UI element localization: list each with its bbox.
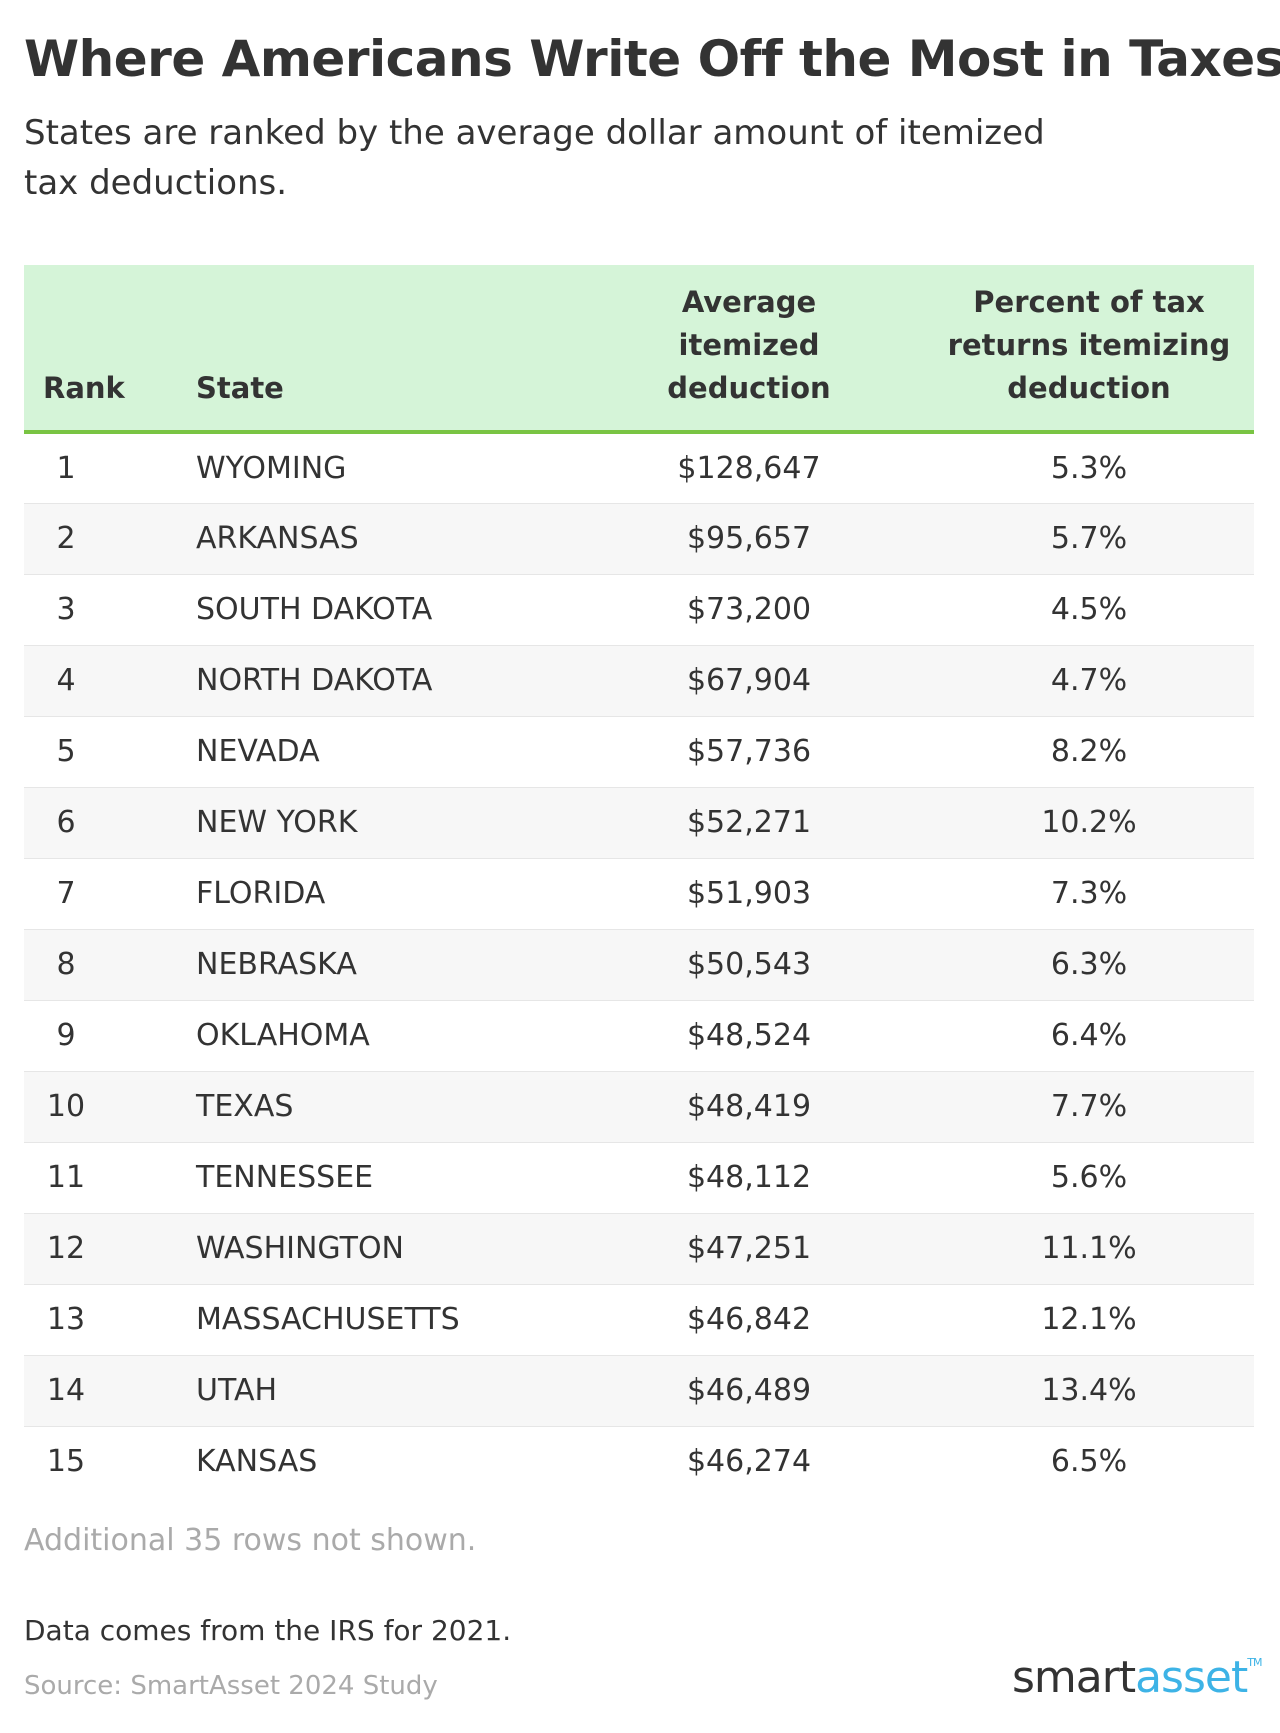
- cell-state: WASHINGTON: [196, 1231, 404, 1266]
- page-subtitle: States are ranked by the average dollar …: [24, 113, 1045, 203]
- logo-smart: smart: [1012, 1652, 1136, 1703]
- logo-trademark: TM: [1247, 1656, 1262, 1669]
- header-line: itemized: [678, 328, 820, 362]
- table-row: 5 NEVADA $57,736 8.2%: [24, 716, 1254, 787]
- cell-avg: $48,524: [686, 1018, 812, 1053]
- cell-avg: $51,903: [686, 876, 812, 911]
- cell-avg: $46,274: [686, 1444, 812, 1480]
- cell-rank: 13: [46, 1302, 86, 1337]
- header-line: Average: [681, 285, 817, 319]
- table-row: 1 WYOMING $128,647 5.3%: [24, 432, 1254, 503]
- cell-pct: 4.7%: [1050, 663, 1128, 698]
- header-percent-itemizing: Percent of tax returns itemizing deducti…: [914, 265, 1254, 434]
- cell-pct: 10.2%: [1041, 805, 1137, 840]
- cell-rank: 7: [56, 876, 76, 911]
- cell-state: MASSACHUSETTS: [196, 1302, 460, 1337]
- cell-pct: 11.1%: [1041, 1231, 1137, 1266]
- table-row: 15 KANSAS $46,274 6.5%: [24, 1426, 1254, 1497]
- cell-pct: 13.4%: [1041, 1373, 1137, 1408]
- page-title: Where Americans Write Off the Most in Ta…: [24, 30, 1280, 88]
- cell-rank: 14: [46, 1373, 86, 1408]
- cell-avg: $50,543: [686, 947, 812, 982]
- cell-state: SOUTH DAKOTA: [196, 592, 433, 627]
- cell-pct: 5.3%: [1050, 450, 1128, 486]
- cell-state: TENNESSEE: [196, 1160, 374, 1195]
- cell-avg: $46,489: [686, 1373, 812, 1408]
- cell-state: NEW YORK: [196, 805, 358, 840]
- cell-state: ARKANSAS: [196, 521, 359, 556]
- logo-asset: asset: [1135, 1652, 1248, 1703]
- cell-avg: $67,904: [686, 663, 812, 698]
- cell-rank: 15: [46, 1444, 86, 1480]
- cell-rank: 3: [56, 592, 76, 627]
- table-row: 12 WASHINGTON $47,251 11.1%: [24, 1213, 1254, 1284]
- cell-rank: 11: [46, 1160, 86, 1195]
- table-row: 13 MASSACHUSETTS $46,842 12.1%: [24, 1284, 1254, 1355]
- cell-state: FLORIDA: [196, 876, 326, 911]
- data-note: Data comes from the IRS for 2021.: [24, 1614, 512, 1647]
- header-line: deduction: [667, 371, 831, 405]
- cell-rank: 2: [56, 521, 76, 556]
- header-rank: Rank: [24, 265, 178, 434]
- table-row: 8 NEBRASKA $50,543 6.3%: [24, 929, 1254, 1000]
- cell-pct: 7.3%: [1050, 876, 1128, 911]
- cell-avg: $57,736: [686, 734, 812, 769]
- source-note: Source: SmartAsset 2024 Study: [24, 1671, 438, 1701]
- table-row: 7 FLORIDA $51,903 7.3%: [24, 858, 1254, 929]
- cell-rank: 9: [56, 1018, 76, 1053]
- header-line: Percent of tax: [973, 285, 1205, 319]
- cell-rank: 8: [56, 947, 76, 982]
- cell-pct: 6.4%: [1050, 1018, 1128, 1053]
- cell-pct: 6.5%: [1050, 1444, 1128, 1480]
- cell-rank: 4: [56, 663, 76, 698]
- cell-rank: 5: [56, 734, 76, 769]
- deductions-table: Rank State Average itemized deduction Pe…: [24, 265, 1254, 1497]
- cell-pct: 5.6%: [1050, 1160, 1128, 1195]
- cell-avg: $128,647: [677, 450, 821, 486]
- cell-pct: 8.2%: [1050, 734, 1128, 769]
- cell-state: WYOMING: [196, 450, 347, 486]
- cell-avg: $48,112: [686, 1160, 812, 1195]
- table-row: 4 NORTH DAKOTA $67,904 4.7%: [24, 645, 1254, 716]
- cell-rank: 1: [56, 450, 76, 486]
- header-line: deduction: [1007, 371, 1171, 405]
- table-row: 10 TEXAS $48,419 7.7%: [24, 1071, 1254, 1142]
- header-average-deduction: Average itemized deduction: [584, 265, 914, 434]
- smartasset-logo: smartassetTM: [1012, 1652, 1262, 1703]
- cell-pct: 6.3%: [1050, 947, 1128, 982]
- cell-state: NORTH DAKOTA: [196, 663, 433, 698]
- cell-pct: 4.5%: [1050, 592, 1128, 627]
- cell-rank: 6: [56, 805, 76, 840]
- cell-avg: $73,200: [686, 592, 812, 627]
- cell-avg: $47,251: [686, 1231, 812, 1266]
- cell-state: TEXAS: [196, 1089, 294, 1124]
- cell-avg: $48,419: [686, 1089, 812, 1124]
- cell-pct: 12.1%: [1041, 1302, 1137, 1337]
- cell-pct: 7.7%: [1050, 1089, 1128, 1124]
- table-row: 2 ARKANSAS $95,657 5.7%: [24, 503, 1254, 574]
- table-row: 14 UTAH $46,489 13.4%: [24, 1355, 1254, 1426]
- table-row: 6 NEW YORK $52,271 10.2%: [24, 787, 1254, 858]
- cell-rank: 12: [46, 1231, 86, 1266]
- header-line: returns itemizing: [947, 328, 1231, 362]
- header-state: State: [178, 265, 584, 434]
- table-row: 3 SOUTH DAKOTA $73,200 4.5%: [24, 574, 1254, 645]
- more-rows-note: Additional 35 rows not shown.: [24, 1523, 477, 1558]
- cell-state: KANSAS: [196, 1444, 318, 1480]
- table-row: 11 TENNESSEE $48,112 5.6%: [24, 1142, 1254, 1213]
- cell-state: OKLAHOMA: [196, 1018, 370, 1053]
- cell-state: NEVADA: [196, 734, 320, 769]
- cell-avg: $46,842: [686, 1302, 812, 1337]
- table-header-row: Rank State Average itemized deduction Pe…: [24, 265, 1254, 434]
- table-row: 9 OKLAHOMA $48,524 6.4%: [24, 1000, 1254, 1071]
- cell-state: UTAH: [196, 1373, 278, 1408]
- cell-avg: $95,657: [686, 521, 812, 556]
- cell-state: NEBRASKA: [196, 947, 357, 982]
- cell-rank: 10: [46, 1089, 86, 1124]
- cell-avg: $52,271: [686, 805, 812, 840]
- cell-pct: 5.7%: [1050, 521, 1128, 556]
